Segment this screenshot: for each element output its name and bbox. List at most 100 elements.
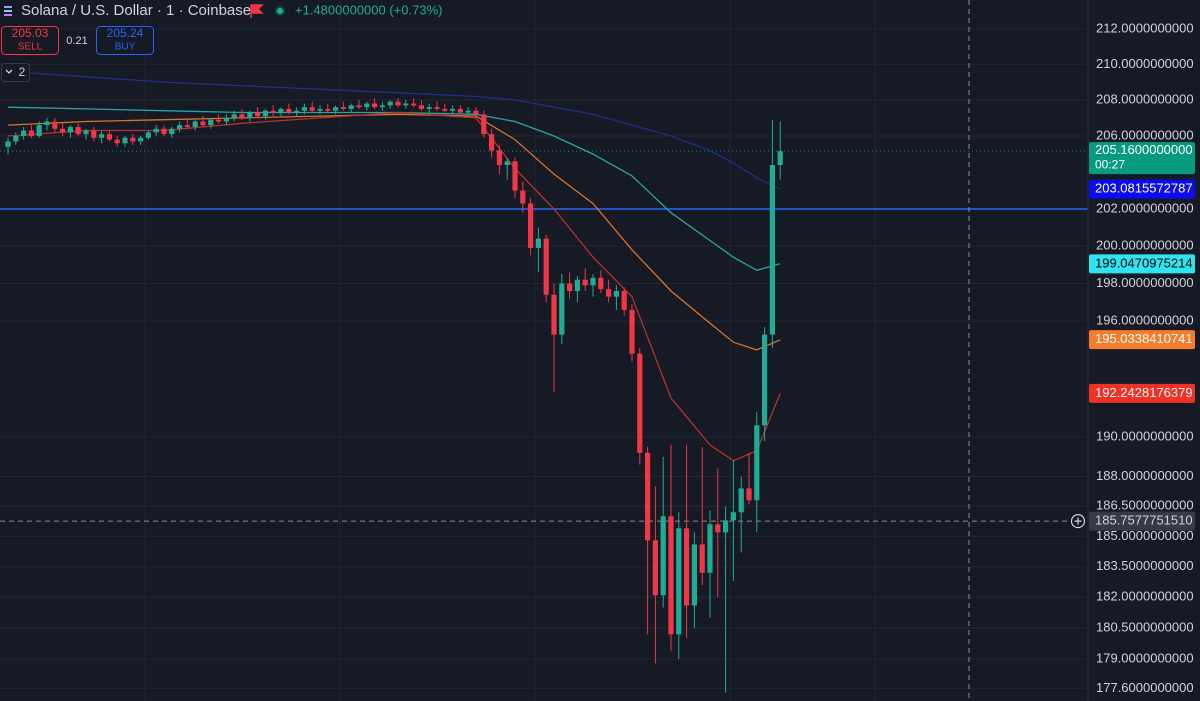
candle-body xyxy=(192,121,198,127)
candle-body xyxy=(676,528,682,635)
candle-body xyxy=(60,128,66,133)
buy-label[interactable]: BUY xyxy=(115,42,136,53)
candle-body xyxy=(247,112,253,118)
chevron[interactable] xyxy=(5,69,13,74)
price-tag xyxy=(1089,142,1195,175)
moving-average xyxy=(7,70,781,190)
candle-body xyxy=(738,488,744,513)
price-tag-label: 205.1600000000 xyxy=(1095,142,1193,157)
candle-body xyxy=(122,137,128,144)
buy-button[interactable]: 205.24 BUY xyxy=(96,26,154,55)
price-tag-label: 199.0470975214 xyxy=(1095,255,1193,270)
candle-body xyxy=(684,528,690,606)
candle-body xyxy=(637,353,643,453)
y-tick-label: 179.0000000000 xyxy=(1096,651,1194,666)
candle-body xyxy=(489,134,495,151)
candle-body xyxy=(762,334,768,426)
candle-body xyxy=(411,103,417,106)
sell-price[interactable]: 205.03 xyxy=(12,26,49,40)
y-tick-label: 202.0000000000 xyxy=(1096,200,1194,215)
candle-body xyxy=(574,279,580,292)
price-tag-label: 203.0815572787 xyxy=(1095,181,1193,196)
flag-icon[interactable] xyxy=(250,4,264,18)
indicator-count[interactable]: 2 xyxy=(19,65,26,79)
candle-body xyxy=(645,452,651,541)
candle-body xyxy=(606,289,612,297)
symbol-icon xyxy=(4,6,12,16)
candle-body xyxy=(83,130,89,135)
candle-body xyxy=(333,107,339,111)
candle-body xyxy=(730,512,736,521)
candle-body xyxy=(91,130,97,138)
candle-body xyxy=(723,520,729,533)
buy-price[interactable]: 205.24 xyxy=(107,26,144,40)
candle-body xyxy=(130,137,136,142)
y-tick-label: 206.0000000000 xyxy=(1096,127,1194,142)
price-tag-label: 195.0338410741 xyxy=(1095,331,1193,346)
price-tag xyxy=(1089,179,1195,199)
y-tick-label: 183.5000000000 xyxy=(1096,558,1194,573)
candle-body xyxy=(5,141,11,147)
candle-body xyxy=(567,283,573,292)
buy-box[interactable] xyxy=(96,26,154,55)
candle-body xyxy=(746,488,752,501)
price-tag-label: 192.2428176379 xyxy=(1095,385,1193,400)
candle-body xyxy=(379,105,385,108)
candle-body xyxy=(184,125,190,127)
candle-body xyxy=(208,119,214,126)
candle-body xyxy=(44,121,50,126)
candle-body xyxy=(340,107,346,109)
candle-body xyxy=(28,130,34,136)
candle-body xyxy=(457,108,463,113)
candle-body xyxy=(309,107,315,111)
crosshair-tag xyxy=(1089,511,1195,531)
grid xyxy=(0,28,1088,689)
candle-body xyxy=(543,238,549,295)
candle-body xyxy=(106,134,112,140)
candle-body xyxy=(161,128,167,135)
candle-body xyxy=(699,544,705,573)
candle-body xyxy=(356,105,362,108)
candle-body xyxy=(520,190,526,204)
indicators-toggle[interactable]: 2 xyxy=(1,63,30,82)
candle-body xyxy=(348,105,354,109)
price-tag xyxy=(1089,330,1195,350)
candle-body xyxy=(270,110,276,113)
candle-body xyxy=(99,134,105,138)
crosshair-plus-icon[interactable] xyxy=(1074,517,1082,525)
y-tick-label: 190.0000000000 xyxy=(1096,428,1194,443)
candles xyxy=(5,98,783,693)
y-tick-label: 182.0000000000 xyxy=(1096,589,1194,604)
candle-body xyxy=(317,108,323,111)
candle-body xyxy=(169,128,175,135)
candle-body xyxy=(777,151,783,166)
candle-body xyxy=(387,101,393,106)
candle-body xyxy=(621,291,627,310)
price-tag xyxy=(1089,383,1195,403)
sell-label[interactable]: SELL xyxy=(18,42,43,53)
indicators-box[interactable] xyxy=(1,63,30,82)
header: Solana / U.S. Dollar · 1 · Coinbase +1.4… xyxy=(1,2,442,82)
candle-body xyxy=(629,309,635,354)
sell-box[interactable] xyxy=(1,26,59,55)
candle-body xyxy=(652,540,658,596)
candle-body xyxy=(473,110,479,115)
candle-body xyxy=(286,108,292,113)
y-tick-label: 185.0000000000 xyxy=(1096,528,1194,543)
candle-body xyxy=(36,125,42,136)
candle-body xyxy=(216,119,222,122)
countdown: 00:27 xyxy=(1095,157,1125,171)
candle-body xyxy=(177,125,183,129)
candle-body xyxy=(613,291,619,297)
price-tag xyxy=(1089,254,1195,274)
candle-body xyxy=(75,126,81,135)
y-tick-label: 198.0000000000 xyxy=(1096,275,1194,290)
candle-body xyxy=(598,277,604,290)
sell-button[interactable]: 205.03 SELL xyxy=(1,26,59,55)
y-tick-label: 180.5000000000 xyxy=(1096,620,1194,635)
candle-body xyxy=(691,544,697,606)
candle-body xyxy=(153,128,159,133)
spread: 0.21 xyxy=(66,35,87,47)
